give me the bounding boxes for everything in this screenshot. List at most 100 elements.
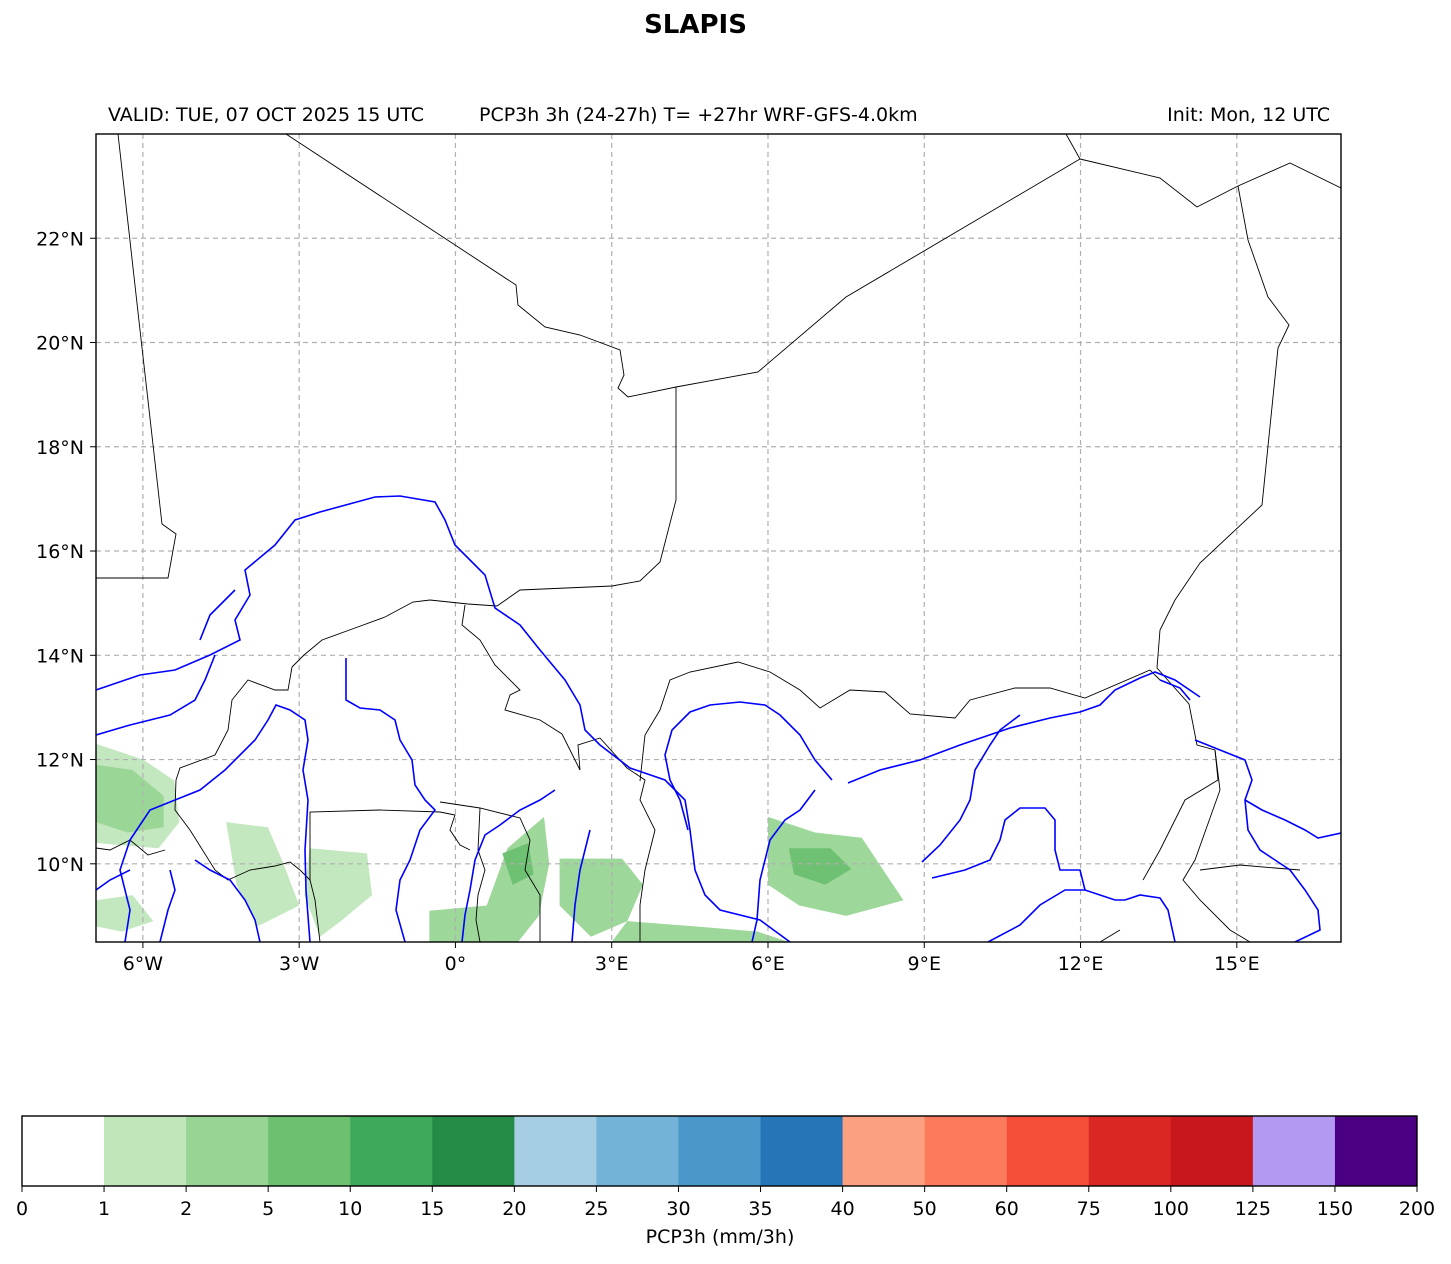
nigeria-cameroon-border xyxy=(1182,749,1251,942)
product-label: PCP3h 3h (24-27h) T= +27hr WRF-GFS-4.0km xyxy=(479,104,918,126)
colorbar-swatch xyxy=(596,1116,679,1186)
lon-tick-label: 15°E xyxy=(1214,953,1260,975)
colorbar-tick-label: 125 xyxy=(1234,1198,1272,1220)
lon-tick-label: 12°E xyxy=(1058,953,1104,975)
chari-river xyxy=(1244,799,1341,839)
mali-algeria-border xyxy=(96,134,177,579)
colorbar xyxy=(21,1115,1418,1192)
colorbar-tick-label: 2 xyxy=(180,1198,193,1220)
map-frame xyxy=(95,133,1342,943)
colorbar-tick-label: 60 xyxy=(994,1198,1019,1220)
lat-tick-label: 14°N xyxy=(36,645,84,667)
lon-tick-label: 9°E xyxy=(907,953,941,975)
oti-river xyxy=(461,789,556,942)
gridlines xyxy=(96,134,1341,942)
precip-area-8 xyxy=(611,921,789,942)
colorbar-tick-label: 25 xyxy=(584,1198,609,1220)
sokoto-river xyxy=(664,701,833,831)
colorbar-swatch xyxy=(22,1116,105,1186)
precip-area-10 xyxy=(788,848,852,885)
colorbar-tick-label: 200 xyxy=(1398,1198,1436,1220)
cameroon-east-border xyxy=(1099,929,1121,942)
lon-tick-label: 3°W xyxy=(279,953,320,975)
benue-tributary-gongola xyxy=(931,807,1086,891)
colorbar-swatch xyxy=(514,1116,597,1186)
colorbar-swatch xyxy=(1088,1116,1172,1186)
sw-river-3 xyxy=(194,859,261,942)
colorbar-swatch xyxy=(760,1116,844,1186)
lat-tick-label: 18°N xyxy=(36,437,84,459)
bani-river xyxy=(199,589,236,641)
rivers xyxy=(96,495,1341,942)
colorbar-swatch xyxy=(268,1116,351,1186)
mekrou-river xyxy=(571,829,591,942)
southwest-river xyxy=(96,869,131,891)
lon-tick-label: 6°W xyxy=(123,953,164,975)
colorbar-swatch xyxy=(842,1116,926,1186)
country-borders xyxy=(96,134,1341,942)
lat-tick-label: 20°N xyxy=(36,333,84,355)
colorbar-swatch xyxy=(1252,1116,1336,1186)
precip-area-3 xyxy=(226,822,300,927)
colorbar-swatch xyxy=(350,1116,433,1186)
lake-chad-shore xyxy=(1159,679,1191,701)
colorbar-swatch xyxy=(432,1116,515,1186)
axes: 6°W 3°W 0° 3°E 6°E 9°E 12°E 15°E 10°N 12°N 14°N 16°… xyxy=(36,133,1342,975)
colorbar-tick-label: 5 xyxy=(262,1198,275,1220)
precip-area-5 xyxy=(429,816,550,942)
burkina-niger-border xyxy=(461,604,601,771)
colorbar-tick-label: 20 xyxy=(502,1198,527,1220)
white-volta xyxy=(345,658,437,942)
colorbar-swatch xyxy=(924,1116,1008,1186)
black-volta xyxy=(119,704,311,942)
komadugu-river xyxy=(847,671,1201,784)
lat-tick-label: 16°N xyxy=(36,541,84,563)
mali-burkina-border xyxy=(175,666,293,781)
lat-tick-label: 10°N xyxy=(36,854,84,876)
colorbar-tick-label: 1 xyxy=(98,1198,111,1220)
benue-river xyxy=(987,889,1176,942)
precip-area-2 xyxy=(96,895,154,932)
kaduna-river xyxy=(751,789,816,942)
init-time-label: Init: Mon, 12 UTC xyxy=(1167,104,1330,126)
colorbar-tick-label: 50 xyxy=(912,1198,937,1220)
colorbar-swatch xyxy=(186,1116,269,1186)
valid-time-label: VALID: TUE, 07 OCT 2025 15 UTC xyxy=(108,104,424,126)
colorbar-tick-label: 40 xyxy=(830,1198,855,1220)
precipitation-layer xyxy=(96,743,904,942)
benin-togo-border xyxy=(475,807,486,942)
colorbar-tick-label: 30 xyxy=(666,1198,691,1220)
colorbar-label: PCP3h (mm/3h) xyxy=(645,1226,795,1248)
ghana-west-border xyxy=(309,879,321,942)
algeria-mali-border-north xyxy=(285,134,1081,398)
niger-inner-branch xyxy=(96,654,216,736)
burkina-south-border xyxy=(174,779,471,882)
colorbar-swatch xyxy=(1170,1116,1254,1186)
colorbar-swatch xyxy=(1006,1116,1090,1186)
colorbar-tick-label: 0 xyxy=(15,1198,29,1220)
lat-tick-label: 12°N xyxy=(36,750,84,772)
lon-tick-label: 0° xyxy=(445,953,467,975)
niger-libya-border xyxy=(1079,158,1341,208)
precip-area-7 xyxy=(559,858,643,937)
southwest-river-2 xyxy=(159,869,176,942)
colorbar-tick-label: 100 xyxy=(1152,1198,1189,1220)
benin-niger-border xyxy=(599,737,656,942)
colorbar-tick-label: 75 xyxy=(1076,1198,1101,1220)
colorbar-tick-label: 150 xyxy=(1316,1198,1354,1220)
colorbar-tick-label: 10 xyxy=(338,1198,363,1220)
precip-area-6 xyxy=(502,843,534,885)
niger-river xyxy=(96,495,791,942)
hadejia-river xyxy=(921,714,1021,863)
colorbar-swatch xyxy=(104,1116,187,1186)
niger-chad-border xyxy=(1142,185,1290,881)
precip-area-4 xyxy=(304,848,373,937)
colorbar-frame xyxy=(21,1115,1418,1187)
colorbar-tick-label: 15 xyxy=(420,1198,445,1220)
lon-tick-label: 6°E xyxy=(751,953,785,975)
niger-nigeria-border xyxy=(639,661,1161,782)
lat-tick-label: 22°N xyxy=(36,228,84,250)
colorbar-swatch xyxy=(678,1116,762,1186)
chart-title: SLAPIS xyxy=(644,10,747,40)
